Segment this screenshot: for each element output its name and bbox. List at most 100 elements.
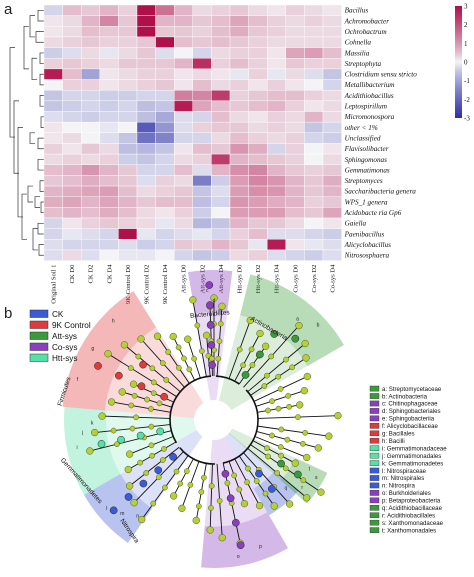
heatmap-cell [136,175,156,187]
cladogram-node [173,468,180,475]
heatmap-cell [229,249,249,261]
cladogram-node [128,402,135,409]
taxon-label: c: Chitinophagaceae [382,401,438,408]
cladogram-node [149,365,156,372]
heatmap-cell [62,58,82,70]
heatmap-cell [99,89,119,102]
heatmap-cell [62,47,82,59]
row-label: Flavisolibacter [344,145,389,153]
heatmap-cell [267,47,287,59]
heatmap-cell [136,132,156,144]
heatmap-cell [99,207,119,219]
heatmap-cell [322,111,342,123]
heatmap-cell [304,58,324,70]
heatmap-cell [285,121,305,134]
heatmap-cell [136,15,156,27]
taxon-swatch [369,408,380,414]
cladogram-branch [107,353,177,398]
heatmap-cell [192,143,212,155]
heatmap-cell [192,47,212,59]
heatmap-cell [267,143,287,155]
heatmap-cell [136,4,156,16]
row-label: Gemmatimonas [345,166,390,174]
heatmap-cell [211,26,231,38]
heatmap-cell [192,175,212,187]
heatmap-cell [267,100,287,112]
heatmap-cell [229,68,249,80]
row-label: Acidobacte ria Gp6 [344,209,402,217]
heatmap-cell [136,121,156,134]
heatmap-cell [118,175,138,187]
heatmap-cell [229,58,249,70]
taxon-swatch [369,430,380,437]
heatmap-cell [99,47,119,59]
taxon-label: p: Betaproteobacteria [382,498,441,505]
heatmap-cell [118,68,138,80]
heatmap-cell [43,143,63,155]
cladogram-node [155,474,162,481]
heatmap-cell [118,228,138,240]
heatmap-cell [322,121,342,134]
taxon-key-label: c [206,288,209,294]
cladogram-node [274,470,281,476]
heatmap-cell [173,121,193,134]
heatmap-cell [155,111,175,123]
heatmap-cell [192,4,212,16]
heatmap-cell [211,4,231,16]
taxon-swatch [369,475,380,481]
legend-label: Att-sys [52,332,77,341]
cladogram-branch [129,446,180,487]
column-label: Att-sys D0 [181,264,188,293]
column-label: 9K Control D2 [144,265,151,305]
heatmap-cell [322,4,342,16]
heatmap-cell [99,153,119,165]
biomarker-node [109,506,118,515]
heatmap-cell [62,249,82,261]
heatmap-cell [304,100,324,112]
heatmap-cell [248,4,268,16]
heatmap-cell [229,15,249,27]
cladogram-node [262,490,269,497]
color-scale-tick: 2 [464,21,468,29]
legend-swatch [29,309,49,318]
biomarker-node [97,440,106,448]
cladogram-node [283,356,289,363]
heatmap-cell [304,68,324,80]
heatmap-cell [99,15,119,27]
heatmap-cell [267,249,287,261]
heatmap-cell [136,185,156,197]
heatmap-cell [118,185,138,197]
biomarker-node [139,360,147,369]
heatmap-cell [229,196,249,208]
cladogram-node [325,432,333,440]
heatmap-cell [248,175,268,187]
heatmap-cell [62,121,82,134]
heatmap-cell [229,4,249,16]
heatmap-cell [62,143,82,155]
cladogram-node [129,380,138,388]
cladogram-node [153,332,162,340]
heatmap-cell [43,175,63,187]
heatmap-cell [118,79,138,91]
heatmap-cell [62,196,82,208]
clade-nitrospira-wedge-outer [84,474,153,543]
heatmap-cell [248,15,268,27]
cladogram-node [135,353,142,360]
heatmap-cell [211,111,231,123]
color-scale-tick: -2 [464,96,470,104]
taxon-swatch [369,385,380,392]
color-scale-tick: 1 [464,40,468,48]
heatmap-cell [211,121,231,134]
heatmap-cell [211,47,231,59]
heatmap-cell [62,185,82,197]
cladogram-node [186,366,193,373]
cladogram-node [265,407,271,414]
legend-swatch [29,353,49,362]
taxon-swatch [369,505,380,511]
taxon-key-label: j [81,430,83,436]
heatmap-cell [304,164,324,176]
heatmap-cell [192,153,212,165]
heatmap-cell [136,47,156,59]
heatmap-cell [118,207,138,219]
heatmap-cell [267,164,287,176]
